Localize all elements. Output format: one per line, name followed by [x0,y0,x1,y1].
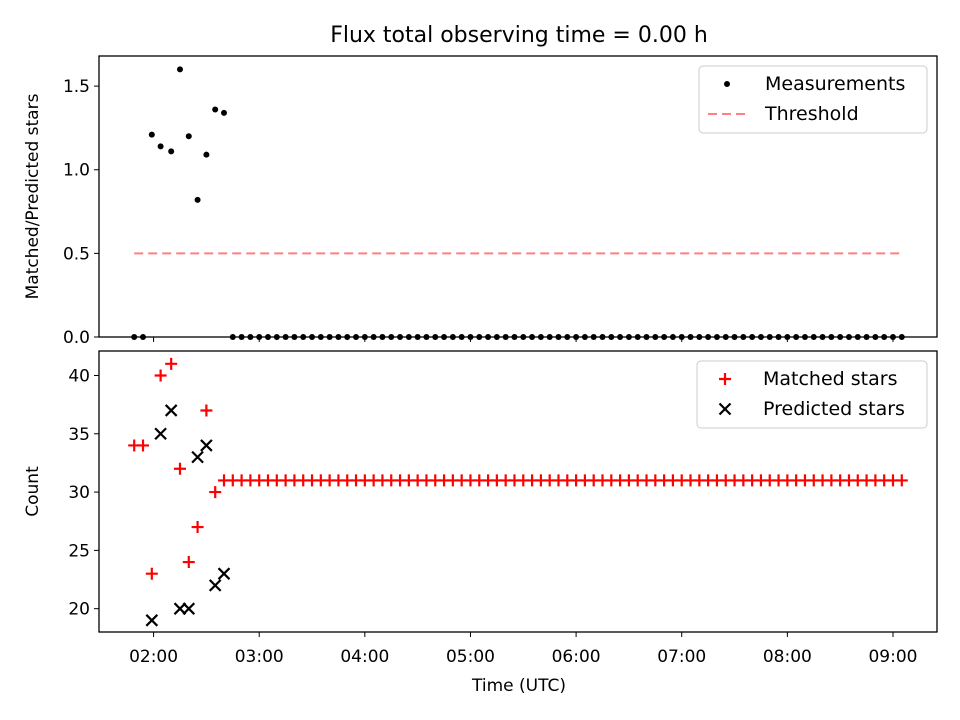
data-point [145,614,159,627]
y-tick-label: 20 [68,600,90,620]
legend-label: Matched stars [763,368,897,390]
data-point [137,439,150,452]
data-point [200,439,213,452]
data-point [154,427,167,441]
legend: Matched stars Predicted stars [696,360,928,429]
x-tick-label: 07:00 [657,647,706,667]
x-axis-label: Time (UTC) [471,676,566,696]
legend-key [719,373,731,385]
data-point [165,357,178,370]
y-tick-label: 1.5 [63,77,90,97]
panel-count: 20 25 30 35 40 02:00 03:00 04:00 05:00 06:00 07:00… [23,350,938,667]
legend-key [718,402,732,416]
data-point [191,521,204,534]
data-point [173,462,186,475]
y-tick-label: 40 [68,366,90,386]
x-tick-label: 05:00 [446,647,495,667]
x-tick-label: 09:00 [868,647,917,667]
data-point [154,369,167,382]
y-tick-label: 35 [68,425,90,445]
x-tick-label: 03:00 [235,647,284,667]
chart-title: Flux total observing time = 0.00 h [330,23,708,48]
y-tick-label: 0.0 [63,328,90,348]
y-axis-label: Count [23,466,43,517]
data-point [191,450,204,464]
legend-key [724,81,730,87]
axes-frame [98,55,938,338]
y-axis-label: Matched/Predicted stars [23,93,43,299]
data-point [157,143,164,150]
data-point [185,133,192,140]
data-point [182,556,195,569]
panel-ratio: 0.0 0.5 1.0 1.5 Matched/Predicted stars Measu… [23,55,938,348]
y-tick-label: 1.0 [63,161,90,181]
legend-label: Threshold [764,103,859,125]
y-tick-label: 25 [68,541,90,561]
x-tick-label: 06:00 [552,647,601,667]
series-predicted-stars [145,404,231,627]
x-tick-label: 02:00 [129,647,178,667]
data-point [212,106,219,113]
data-point [164,404,178,417]
data-point [217,567,231,580]
legend: Measurements Threshold [698,65,928,134]
data-point [209,486,222,499]
x-tick-label: 08:00 [763,647,812,667]
data-point [176,66,183,73]
data-point [194,196,201,203]
data-point [203,151,210,158]
data-point [145,567,158,580]
y-tick-label: 30 [68,483,90,503]
data-point [148,131,155,138]
y-tick-label: 0.5 [63,244,90,264]
data-point [200,404,213,417]
data-point [168,148,175,155]
data-point [208,579,222,592]
x-tick-label: 04:00 [340,647,389,667]
legend-label: Measurements [765,73,905,95]
legend-label: Predicted stars [763,398,905,420]
legend-box [698,65,928,134]
data-point [895,474,908,487]
legend-box [696,360,928,429]
series-matched-stars [128,357,908,580]
data-point [220,109,227,116]
axes-frame [98,350,938,633]
data-point [182,602,196,615]
